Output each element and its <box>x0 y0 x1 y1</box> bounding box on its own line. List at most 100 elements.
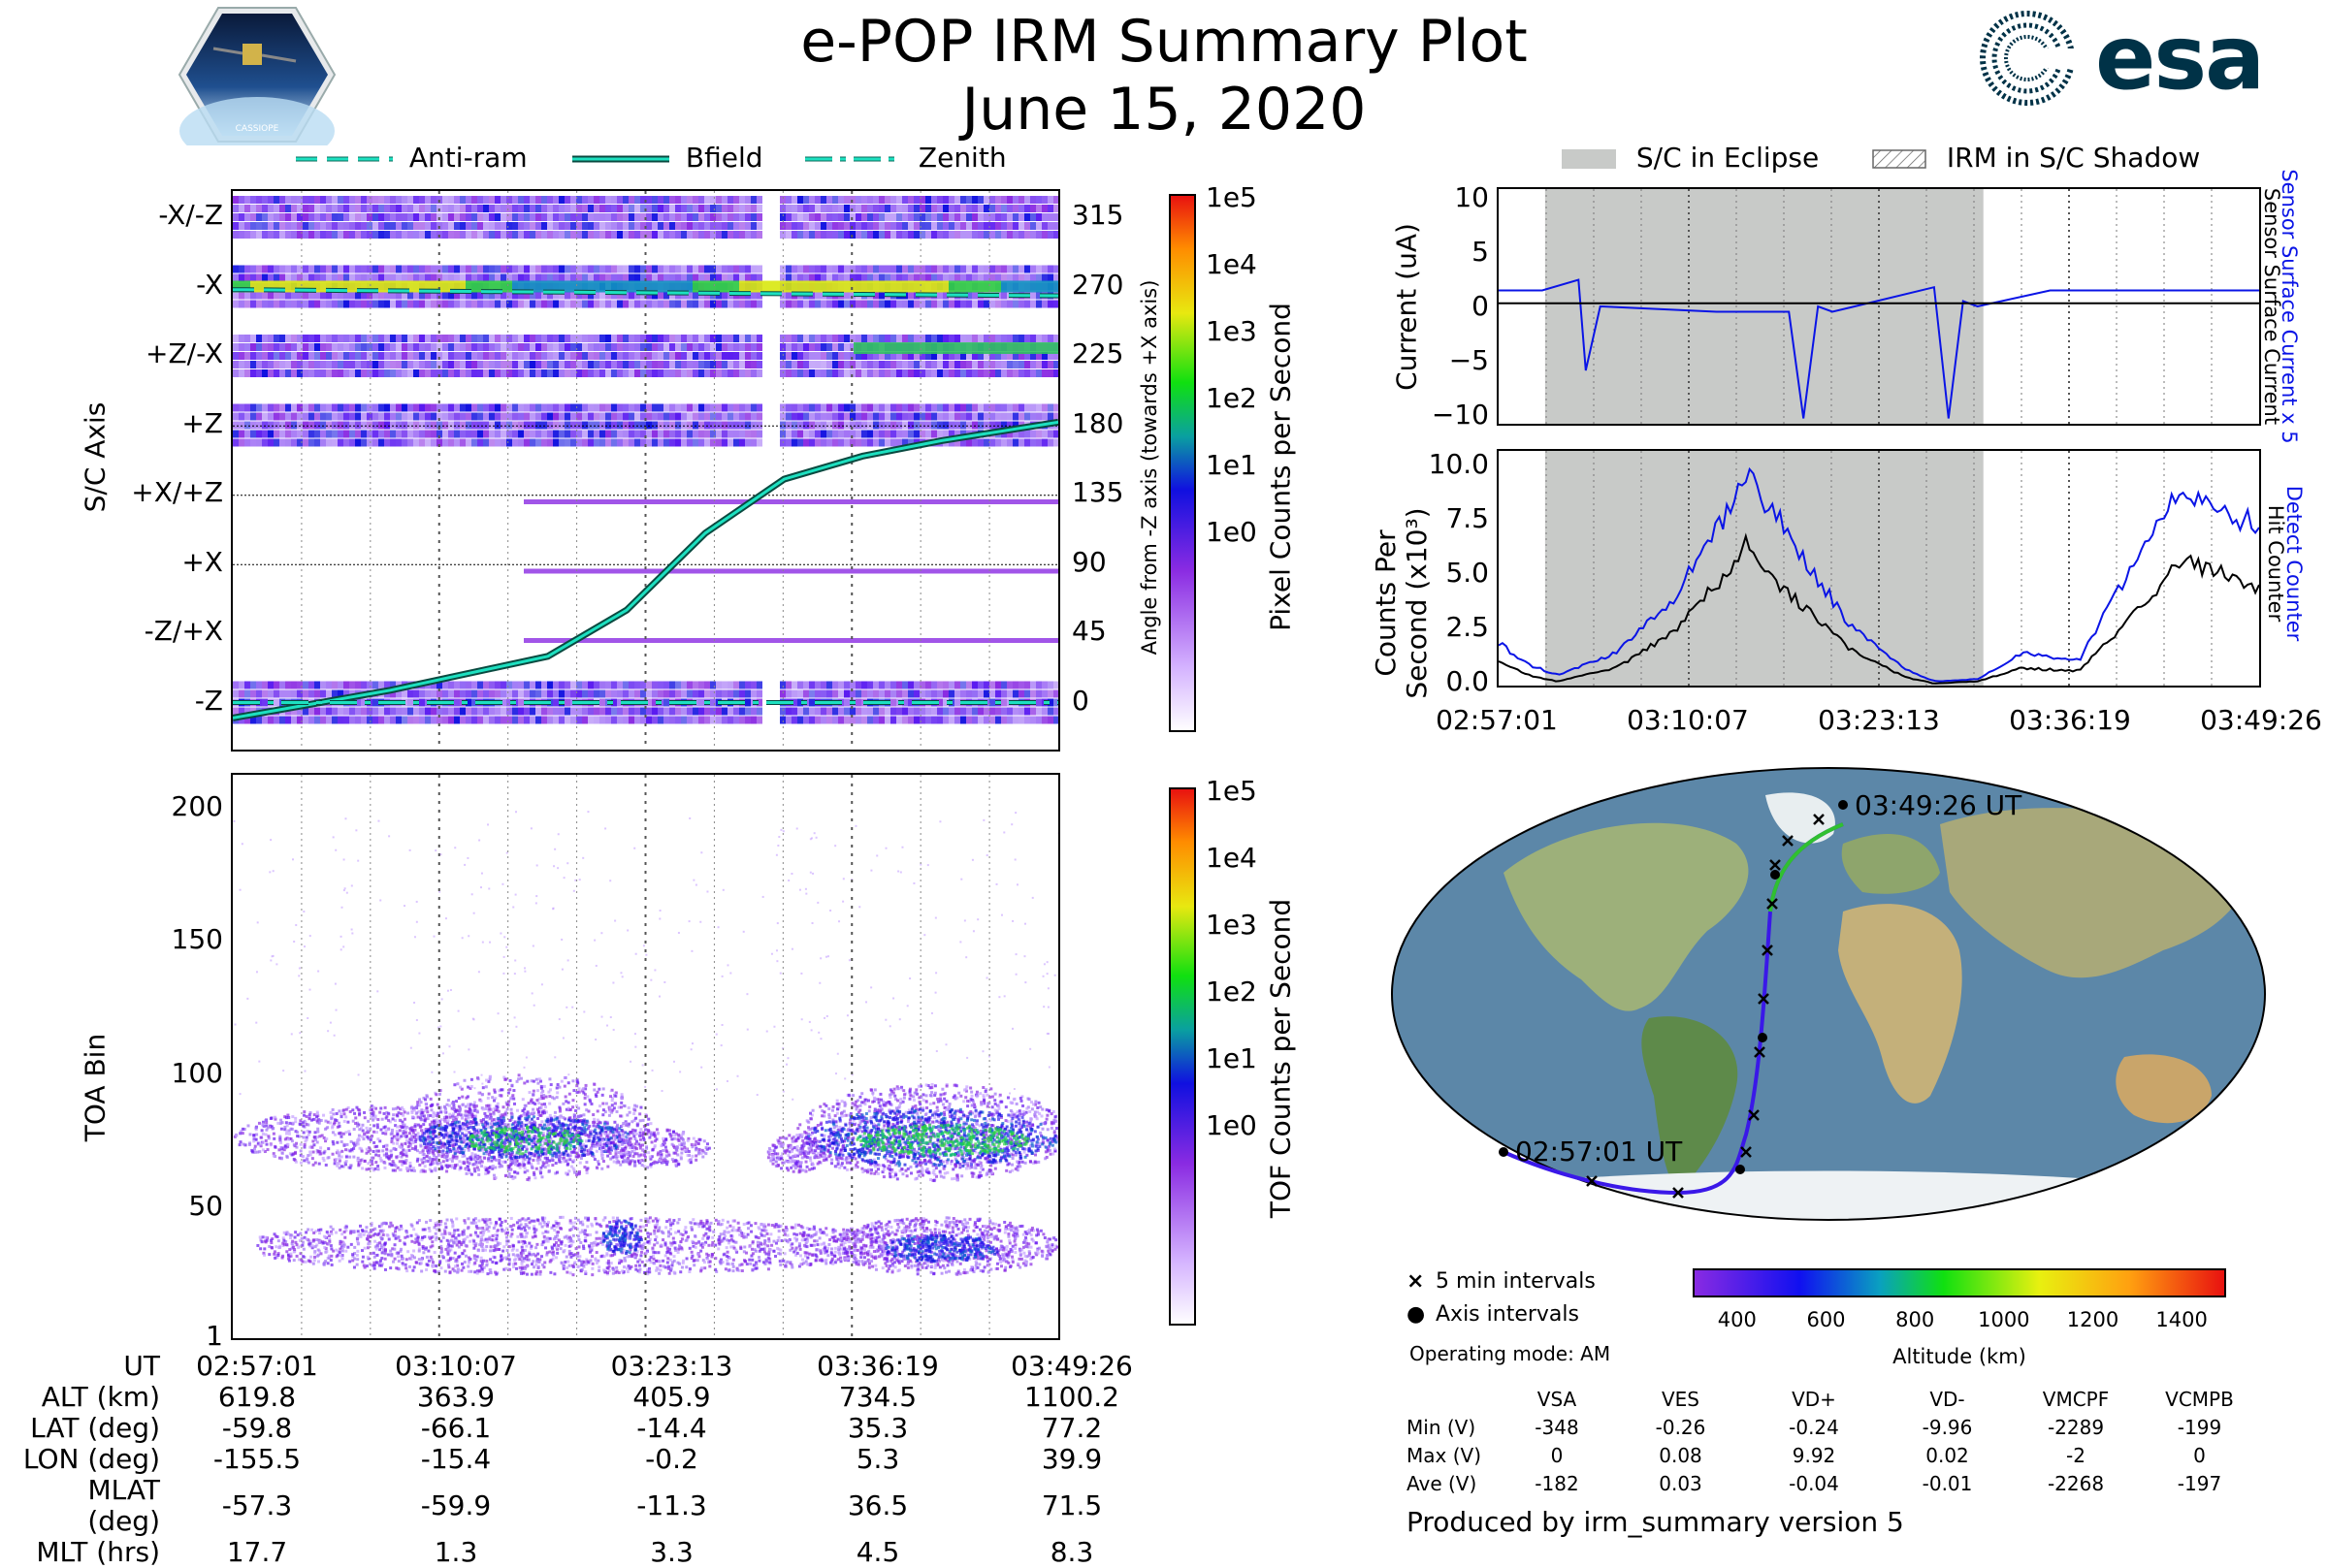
pixel-cell <box>372 274 378 282</box>
pixel-cell <box>838 343 844 351</box>
pixel-cell <box>652 335 658 342</box>
tof-cell <box>375 1131 378 1134</box>
pixel-cell <box>530 343 535 351</box>
pixel-cell <box>471 231 477 239</box>
pixel-cell <box>320 352 326 360</box>
pixel-cell <box>1018 361 1024 368</box>
tof-cell <box>424 1165 427 1168</box>
pixel-cell <box>634 413 640 421</box>
pixel-cell <box>861 708 867 716</box>
pixel-cell <box>489 717 495 724</box>
pixel-cell <box>413 335 419 342</box>
pixel-cell <box>757 274 762 282</box>
pixel-cell <box>989 422 995 430</box>
pixel-cell <box>1030 369 1036 377</box>
pixel-cell <box>1024 213 1030 221</box>
pixel-cell <box>524 222 530 230</box>
pixel-cell <box>477 708 483 716</box>
pixel-cell <box>873 222 879 230</box>
pixel-cell <box>506 222 512 230</box>
pixel-cell <box>879 335 885 342</box>
pixel-cell <box>989 274 995 282</box>
pixel-cell <box>285 369 291 377</box>
pixel-cell <box>285 335 291 342</box>
pixel-cell <box>419 690 425 698</box>
pixel-cell <box>495 682 501 689</box>
pixel-cell <box>477 413 483 421</box>
pixel-cell <box>1024 404 1030 412</box>
pixel-cell <box>582 301 588 308</box>
pixel-cell <box>541 708 547 716</box>
pixel-cell <box>1053 335 1058 342</box>
pixel-cell <box>553 369 559 377</box>
pixel-cell <box>687 413 693 421</box>
pixel-cell <box>355 231 361 239</box>
pixel-cell <box>704 369 710 377</box>
pixel-cell <box>535 422 541 430</box>
pixel-cell <box>693 292 698 300</box>
pixel-cell <box>1048 708 1053 716</box>
pixel-cell <box>378 301 384 308</box>
pixel-cell <box>256 274 262 282</box>
pixel-cell <box>1048 335 1053 342</box>
pixel-cell <box>518 708 524 716</box>
pixel-cell <box>594 222 599 230</box>
pixel-cell <box>367 413 372 421</box>
pixel-cell <box>349 413 355 421</box>
pixel-cell <box>291 231 297 239</box>
tof-cell <box>363 1111 366 1114</box>
pixel-cell <box>710 266 716 273</box>
pixel-cell <box>308 369 314 377</box>
pixel-cell <box>605 213 611 221</box>
pixel-cell <box>949 708 954 716</box>
pixel-cell <box>314 422 320 430</box>
pixel-cell <box>599 690 605 698</box>
pixel-cell <box>384 335 390 342</box>
pixel-cell <box>675 205 681 212</box>
pixel-cell <box>984 335 989 342</box>
pixel-cell <box>279 422 285 430</box>
pixel-cell <box>250 422 256 430</box>
pixel-cell <box>547 196 553 204</box>
pixel-cell <box>332 708 338 716</box>
pixel-cell <box>349 266 355 273</box>
pixel-hot-cell <box>941 342 947 354</box>
pixel-cell <box>896 431 902 438</box>
pixel-cell <box>466 439 471 447</box>
pixel-cell <box>821 222 826 230</box>
pixel-cell <box>646 708 652 716</box>
pixel-cell <box>663 439 669 447</box>
pixel-cell <box>687 682 693 689</box>
pixel-cell <box>634 266 640 273</box>
pixel-cell <box>838 266 844 273</box>
pixel-cell <box>256 717 262 724</box>
tof-cell <box>262 1148 265 1151</box>
pixel-cell <box>390 439 396 447</box>
tof-cell <box>379 1128 382 1131</box>
pixel-cell <box>867 682 873 689</box>
tof-cell <box>340 1155 343 1158</box>
pixel-hot-cell <box>826 281 832 293</box>
tof-cell <box>307 1154 309 1157</box>
pixel-cell <box>826 369 832 377</box>
pixel-cell <box>832 682 838 689</box>
pixel-cell <box>809 431 815 438</box>
pixel-cell <box>826 301 832 308</box>
pixel-cell <box>838 690 844 698</box>
pixel-cell <box>1007 213 1013 221</box>
pixel-cell <box>547 266 553 273</box>
pixel-cell <box>669 301 675 308</box>
pixel-cell <box>303 213 308 221</box>
pixel-cell <box>1007 439 1013 447</box>
pixel-cell <box>704 431 710 438</box>
pixel-cell <box>367 369 372 377</box>
pixel-cell <box>617 690 623 698</box>
tof-cell <box>303 1114 306 1117</box>
pixel-cell <box>972 361 978 368</box>
pixel-cell <box>495 439 501 447</box>
pixel-cell <box>483 422 489 430</box>
pixel-cell <box>448 205 454 212</box>
pixel-cell <box>797 422 803 430</box>
pixel-cell <box>599 422 605 430</box>
pixel-thin-band <box>524 638 1058 643</box>
